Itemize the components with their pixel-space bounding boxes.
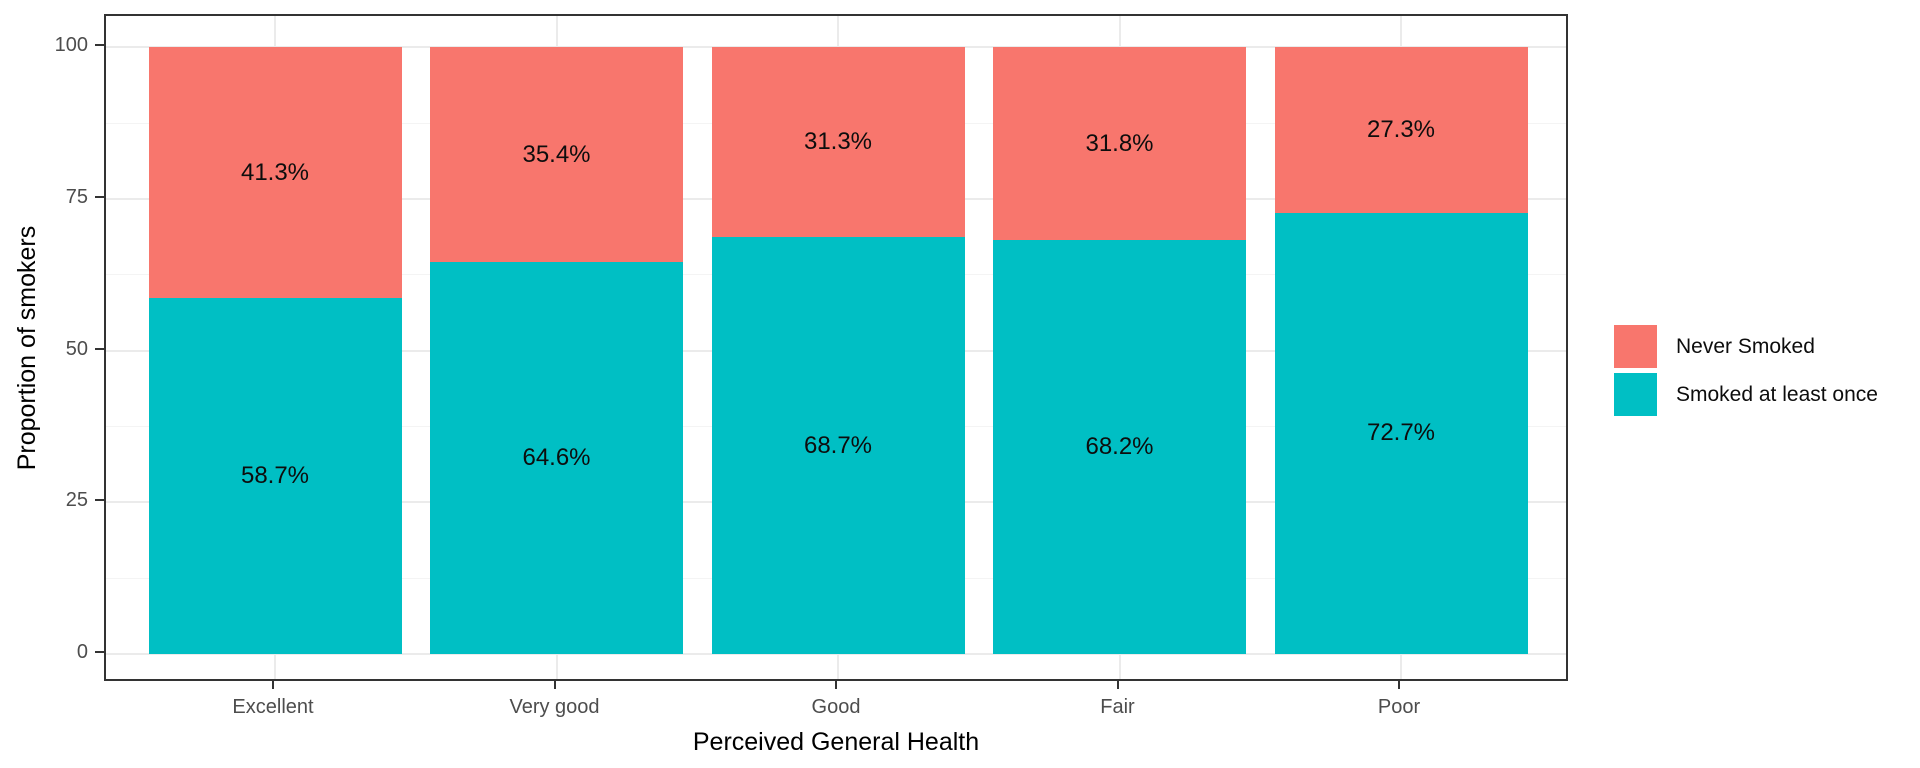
bar-label-fair-never-smoked: 31.8%: [1085, 129, 1154, 157]
bar-poor-never-smoked: [1274, 47, 1528, 213]
y-tick-label: 75: [65, 185, 88, 208]
bar-label-poor-never-smoked: 27.3%: [1366, 116, 1436, 144]
bar-excellent-never-smoked: [148, 47, 402, 298]
y-tick-mark: [95, 651, 104, 653]
bar-label-good-smoked-at-least-once: 68.7%: [803, 431, 873, 459]
x-tick-mark: [1116, 681, 1119, 689]
legend-swatch-smoked-at-least-once: [1614, 373, 1657, 416]
legend-item-never-smoked: Never Smoked: [1614, 325, 1878, 368]
legend-label: Never Smoked: [1676, 334, 1815, 358]
x-tick-mark: [1398, 681, 1400, 689]
y-tick-mark: [95, 195, 104, 198]
plot-panel: 41.3% 58.7% 35.4% 64.6% 31.3% 68.7% 31.8% 68.2%…: [104, 14, 1568, 681]
x-axis-title: Perceived General Health: [692, 728, 980, 756]
bar-good-never-smoked: [711, 47, 965, 238]
x-tick-label-good: Good: [811, 696, 861, 718]
legend: Never Smoked Smoked at least once: [1614, 325, 1878, 421]
bar-label-excellent-smoked-at-least-once: 58.7%: [240, 461, 310, 489]
bar-very-good-smoked-at-least-once: [430, 262, 683, 654]
gridline-major-y: [106, 653, 1566, 655]
bar-label-very-good-never-smoked: 35.4%: [522, 140, 591, 168]
legend-swatch-never-smoked: [1614, 325, 1657, 368]
y-tick-mark: [95, 499, 104, 502]
y-tick-mark: [95, 347, 104, 350]
x-tick-label-fair: Fair: [1100, 696, 1135, 718]
x-tick-label-poor: Poor: [1377, 696, 1421, 718]
x-tick-label-excellent: Excellent: [232, 696, 314, 718]
x-tick-mark: [272, 681, 274, 689]
y-tick-mark: [95, 44, 104, 47]
bar-label-good-never-smoked: 31.3%: [803, 128, 873, 156]
bar-poor-smoked-at-least-once: [1274, 212, 1528, 654]
bar-label-fair-smoked-at-least-once: 68.2%: [1085, 433, 1154, 461]
bar-label-very-good-smoked-at-least-once: 64.6%: [522, 444, 591, 472]
y-tick-label: 100: [54, 34, 88, 57]
bar-very-good-never-smoked: [430, 47, 683, 263]
bar-good-smoked-at-least-once: [711, 237, 965, 654]
bar-excellent-smoked-at-least-once: [148, 297, 402, 654]
y-tick-label: 0: [76, 641, 88, 663]
y-tick-label: 25: [65, 489, 88, 512]
legend-label: Smoked at least once: [1676, 382, 1878, 406]
legend-item-smoked-at-least-once: Smoked at least once: [1614, 373, 1878, 416]
x-tick-label-very-good: Very good: [509, 696, 600, 718]
x-tick-mark: [553, 681, 556, 689]
bar-label-poor-smoked-at-least-once: 72.7%: [1366, 419, 1436, 447]
x-tick-mark: [835, 681, 837, 689]
y-tick-label: 50: [65, 337, 88, 360]
bar-label-excellent-never-smoked: 41.3%: [240, 158, 310, 186]
bar-fair-never-smoked: [993, 47, 1246, 241]
bar-fair-smoked-at-least-once: [993, 240, 1246, 654]
